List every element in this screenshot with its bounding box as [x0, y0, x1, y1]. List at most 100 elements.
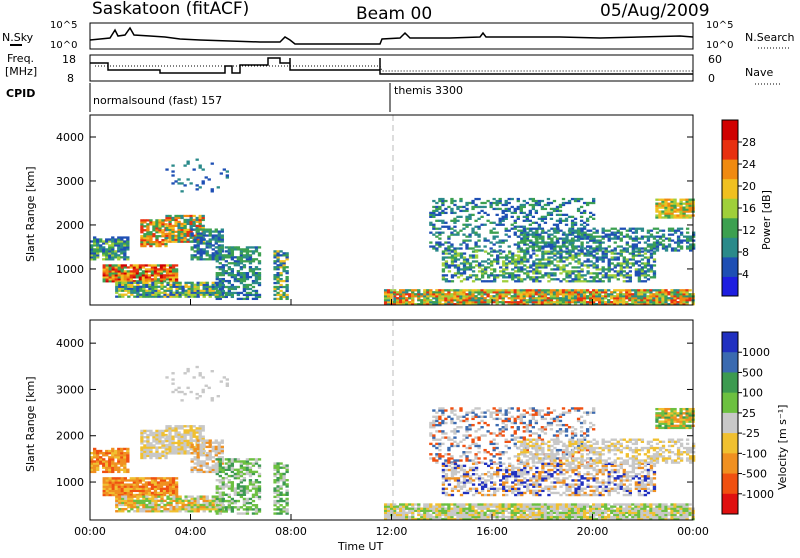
power-cell: [112, 274, 115, 276]
power-cell: [520, 262, 523, 264]
power-cell: [282, 252, 285, 254]
velocity-cell: [149, 434, 152, 436]
velocity-cell: [240, 469, 243, 471]
power-cell: [172, 270, 175, 272]
power-cell: [490, 268, 493, 270]
power-cell: [93, 258, 96, 260]
power-cell: [161, 243, 164, 245]
velocity-cell: [120, 450, 123, 452]
power-cell: [661, 206, 664, 208]
power-cell: [243, 284, 246, 286]
power-cell: [623, 236, 626, 238]
power-cell: [596, 230, 599, 232]
power-cell: [480, 293, 483, 295]
power-cell: [611, 252, 614, 254]
power-cell: [514, 234, 517, 236]
power-cell: [553, 243, 556, 245]
power-cell: [559, 254, 562, 256]
power-cell: [505, 218, 508, 220]
power-cell: [625, 301, 628, 303]
nave-label: Nave: [745, 66, 773, 79]
power-cell: [629, 237, 632, 239]
power-cell: [221, 240, 224, 242]
velocity-cell: [142, 506, 145, 508]
power-cell: [405, 301, 408, 303]
velocity-cell: [216, 458, 219, 460]
power-cell: [553, 232, 556, 234]
power-cell: [592, 289, 595, 291]
power-cell: [676, 289, 679, 291]
power-cell: [559, 297, 562, 299]
power-cell: [568, 280, 571, 282]
velocity-cell: [118, 502, 121, 504]
power-cell: [502, 204, 505, 206]
velocity-cell: [216, 479, 219, 481]
power-cell: [626, 274, 629, 276]
power-cell: [203, 288, 206, 290]
power-cell: [532, 278, 535, 280]
power-cell: [571, 299, 574, 301]
power-cell: [161, 229, 164, 231]
power-cell: [203, 282, 206, 284]
power-cell: [151, 266, 154, 268]
power-cell: [517, 198, 520, 200]
power-cell: [562, 204, 565, 206]
power-cell: [246, 284, 249, 286]
power-cell: [480, 216, 483, 218]
velocity-cell: [169, 508, 172, 510]
power-cell: [686, 247, 689, 249]
velocity-cell: [252, 485, 255, 487]
power-cell: [574, 256, 577, 258]
power-cell: [517, 245, 520, 247]
power-cell: [644, 270, 647, 272]
power-cell: [550, 202, 553, 204]
velocity-cell: [181, 500, 184, 502]
velocity-cell: [228, 464, 231, 466]
power-cell: [155, 245, 158, 247]
power-cell: [496, 224, 499, 226]
power-cell: [463, 260, 466, 262]
power-cell: [151, 294, 154, 296]
power-cell: [114, 252, 117, 254]
power-cell: [161, 219, 164, 221]
power-cell: [535, 258, 538, 260]
power-cell: [683, 239, 686, 241]
power-cell: [106, 274, 109, 276]
power-cell: [499, 220, 502, 222]
power-cell: [499, 224, 502, 226]
power-cell: [617, 237, 620, 239]
power-cell: [619, 295, 622, 297]
velocity-cell: [206, 456, 209, 458]
power-cell: [661, 297, 664, 299]
power-cell: [146, 239, 149, 241]
power-cell: [117, 238, 120, 240]
velocity-cell: [225, 494, 228, 496]
power-cell: [216, 286, 219, 288]
power-cell: [523, 230, 526, 232]
velocity-cell: [161, 434, 164, 436]
power-cell: [209, 288, 212, 290]
power-cell: [586, 258, 589, 260]
power-cell: [616, 289, 619, 291]
velocity-cell: [234, 469, 237, 471]
power-cell: [442, 252, 445, 254]
power-cell: [124, 284, 127, 286]
power-cell: [490, 272, 493, 274]
power-cell: [517, 291, 520, 293]
power-cell: [659, 237, 662, 239]
velocity-cell: [209, 458, 212, 460]
power-cell: [589, 254, 592, 256]
power-cell: [489, 202, 492, 204]
velocity-cell: [237, 494, 240, 496]
power-cell: [541, 216, 544, 218]
power-cell: [175, 264, 178, 266]
power-cell: [109, 266, 112, 268]
power-cell: [212, 288, 215, 290]
power-cell: [445, 260, 448, 262]
velocity-cell: [191, 460, 194, 462]
power-cell: [664, 214, 667, 216]
velocity-cell: [160, 479, 163, 481]
power-cell: [273, 288, 276, 290]
power-cell: [565, 280, 568, 282]
velocity-cell: [212, 460, 215, 462]
